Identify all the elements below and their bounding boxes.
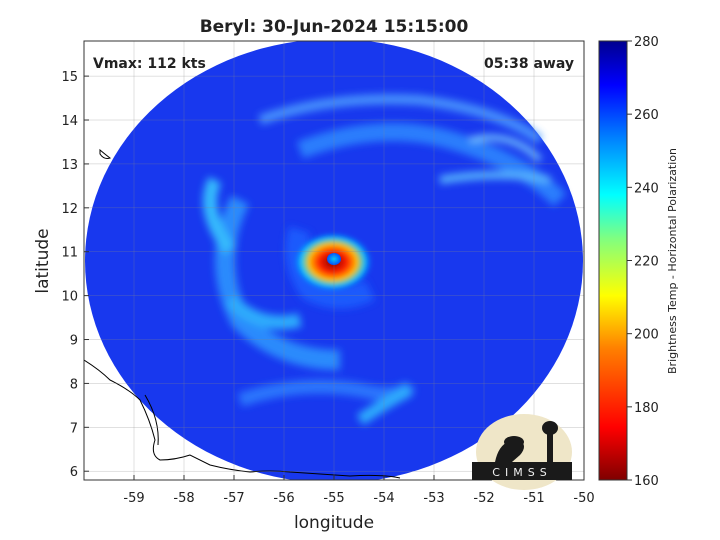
colorbar-label: Brightness Temp - Horizontal Polarizatio… bbox=[666, 148, 679, 374]
y-tick-labels: 6 7 8 9 10 11 12 13 14 15 bbox=[61, 70, 89, 480]
x-tick-label: -56 bbox=[273, 491, 294, 506]
chart-title: Beryl: 30-Jun-2024 15:15:00 bbox=[200, 17, 469, 37]
x-tick-label: -58 bbox=[173, 491, 194, 506]
x-tick-label: -57 bbox=[223, 491, 244, 506]
y-tick-label: 14 bbox=[61, 114, 78, 129]
colorbar-tick-label: 180 bbox=[634, 401, 659, 416]
y-tick-label: 13 bbox=[61, 158, 78, 173]
colorbar bbox=[598, 40, 628, 481]
x-tick-label: -53 bbox=[423, 491, 444, 506]
x-tick-label: -59 bbox=[123, 491, 144, 506]
x-tick-label: -52 bbox=[473, 491, 494, 506]
colorbar-tick-label: 240 bbox=[634, 181, 659, 196]
y-axis-label: latitude bbox=[33, 228, 53, 293]
y-tick-label: 6 bbox=[70, 465, 78, 480]
y-tick-label: 10 bbox=[61, 290, 78, 305]
colorbar-tick-label: 200 bbox=[634, 328, 659, 343]
x-tick-label: -54 bbox=[373, 491, 394, 506]
colorbar-tick-label: 160 bbox=[634, 474, 659, 489]
y-tick-label: 11 bbox=[61, 246, 78, 261]
x-tick-labels: -59 -58 -57 -56 -55 -54 -53 -52 -51 -50 bbox=[123, 475, 595, 506]
x-tick-label: -50 bbox=[573, 491, 594, 506]
coastline bbox=[84, 148, 401, 479]
cimss-logo: CIMSS bbox=[472, 414, 572, 490]
colorbar-tick-label: 260 bbox=[634, 108, 659, 123]
vmax-annotation: Vmax: 112 kts bbox=[93, 56, 206, 72]
time-away-annotation: 05:38 away bbox=[484, 56, 574, 72]
x-axis-label: longitude bbox=[294, 513, 374, 533]
y-tick-label: 9 bbox=[70, 334, 78, 349]
colorbar-tick-labels: 160 180 200 220 240 260 280 bbox=[627, 35, 659, 489]
y-tick-label: 7 bbox=[70, 421, 78, 436]
x-tick-label: -51 bbox=[523, 491, 544, 506]
y-tick-label: 12 bbox=[61, 202, 78, 217]
logo-text: CIMSS bbox=[492, 466, 551, 479]
y-tick-label: 15 bbox=[61, 70, 78, 85]
x-tick-label: -55 bbox=[323, 491, 344, 506]
rainbands bbox=[203, 94, 567, 425]
colorbar-tick-label: 220 bbox=[634, 255, 659, 270]
y-tick-label: 8 bbox=[70, 377, 78, 392]
colorbar-tick-label: 280 bbox=[634, 35, 659, 50]
